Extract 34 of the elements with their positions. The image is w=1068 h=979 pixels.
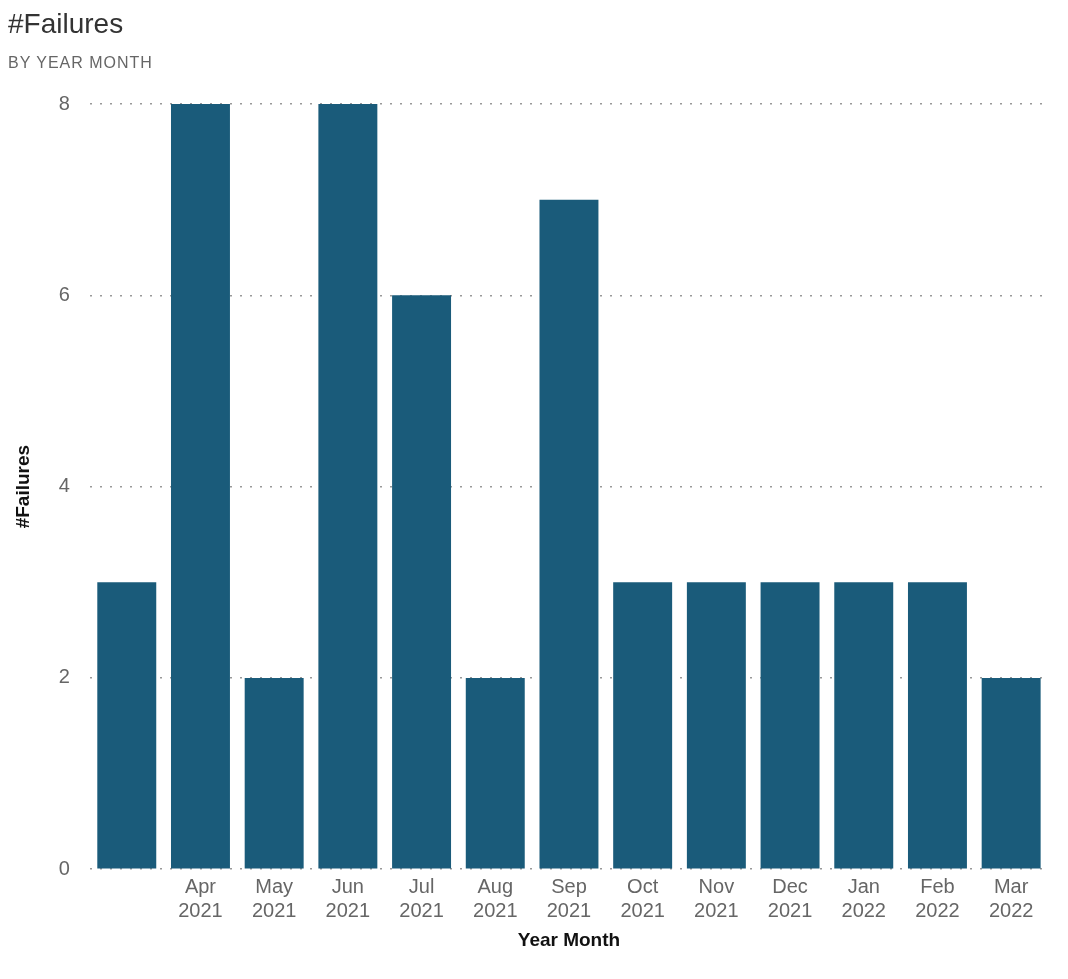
y-tick-label: 6 <box>58 282 70 305</box>
x-tick-label: Feb 2022 <box>915 874 960 921</box>
bar <box>760 582 820 869</box>
y-tick-label: 0 <box>58 856 70 879</box>
bar <box>613 582 673 869</box>
x-tick-label: Dec 2021 <box>767 874 813 921</box>
y-axis-title: #Failures <box>11 444 33 529</box>
y-tick-label: 4 <box>58 474 70 497</box>
x-tick-label: Apr 2021 <box>178 874 223 921</box>
bar <box>907 582 967 869</box>
chart-subtitle: BY YEAR MONTH <box>8 54 154 72</box>
chart-title: #Failures <box>8 8 125 40</box>
x-tick-label: Oct 2021 <box>620 874 665 921</box>
x-tick-label: Mar 2022 <box>988 874 1034 921</box>
bar <box>97 582 157 869</box>
x-tick-label: Nov 2021 <box>694 874 739 921</box>
bar <box>244 677 304 869</box>
x-tick-label: Jul 2021 <box>399 874 444 921</box>
x-tick-label: Sep 2021 <box>546 874 592 921</box>
x-axis-title: Year Month <box>517 928 621 950</box>
x-tick-label: May 2021 <box>251 874 297 921</box>
bar <box>170 104 230 869</box>
x-tick-label: Jun 2021 <box>325 874 371 921</box>
x-tick-label: Aug 2021 <box>473 874 518 921</box>
bar <box>539 199 599 869</box>
bar <box>318 104 378 869</box>
bar <box>686 582 746 869</box>
y-tick-label: 2 <box>58 665 70 688</box>
bar <box>392 295 452 869</box>
bar <box>834 582 894 869</box>
bar <box>981 677 1041 869</box>
x-tick-label: Jan 2022 <box>841 874 886 921</box>
y-tick-label: 8 <box>58 91 70 114</box>
bar <box>465 677 525 869</box>
